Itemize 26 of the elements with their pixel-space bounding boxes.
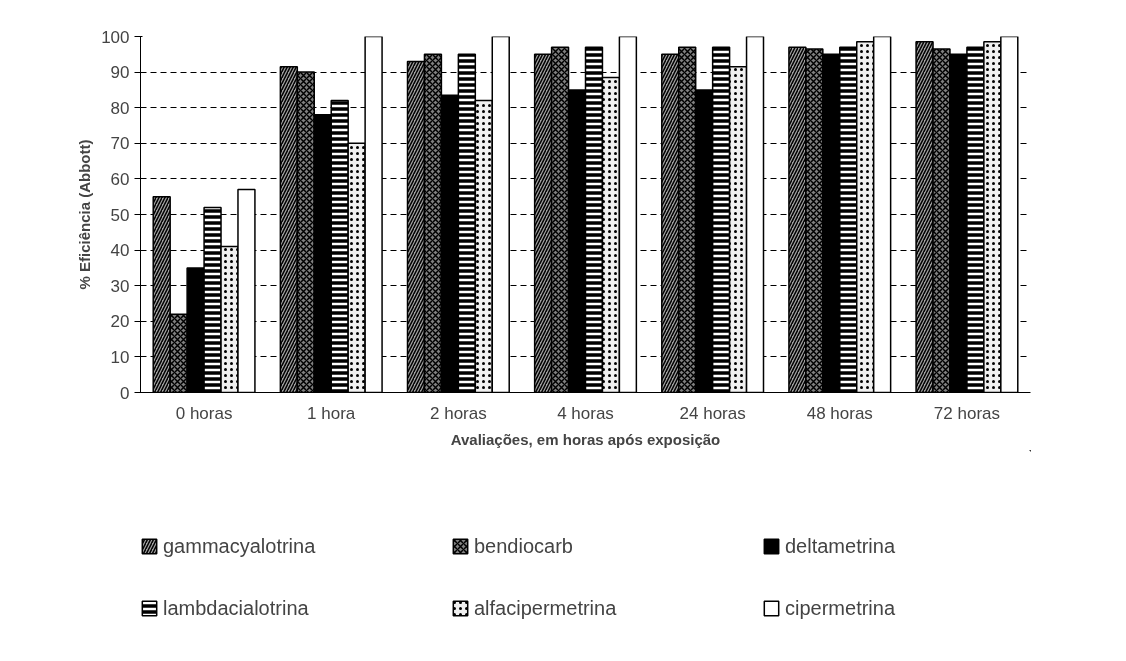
- y-tick-label: 40: [110, 241, 130, 261]
- legend-label: gammacyalotrina: [163, 534, 317, 558]
- x-tick-label: 0 horas: [175, 403, 233, 423]
- y-tick-label: 50: [110, 205, 130, 225]
- y-tick-label: 70: [110, 134, 130, 154]
- x-tick-label: 72 horas: [933, 403, 1001, 423]
- x-tick-label: 48 horas: [806, 403, 873, 423]
- x-tick-label: 1 hora: [307, 403, 356, 423]
- legend-label: deltametrina: [785, 534, 897, 558]
- legend-label: cipermetrina: [785, 596, 897, 620]
- y-tick-label: 80: [110, 98, 130, 118]
- legend-label: bendiocarb: [474, 534, 574, 558]
- x-axis-title: Avaliações, em horas após exposição: [450, 430, 721, 448]
- legend-label: alfacipermetrina: [474, 596, 618, 620]
- y-tick-label: 60: [110, 169, 130, 189]
- x-tick-label: 2 horas: [430, 403, 487, 423]
- y-axis-title: % Eficiência (Abbott): [76, 139, 94, 290]
- y-tick-label: 20: [110, 312, 130, 332]
- x-tick-label: 24 horas: [679, 403, 746, 423]
- y-tick-label: 100: [101, 27, 130, 47]
- x-tick-label: 4 horas: [557, 403, 614, 423]
- y-tick-label: 90: [110, 63, 130, 83]
- y-tick-label: 0: [120, 383, 130, 403]
- y-tick-label: 30: [110, 276, 130, 296]
- legend-label: lambdacialotrina: [163, 596, 310, 620]
- y-tick-label: 10: [110, 347, 130, 367]
